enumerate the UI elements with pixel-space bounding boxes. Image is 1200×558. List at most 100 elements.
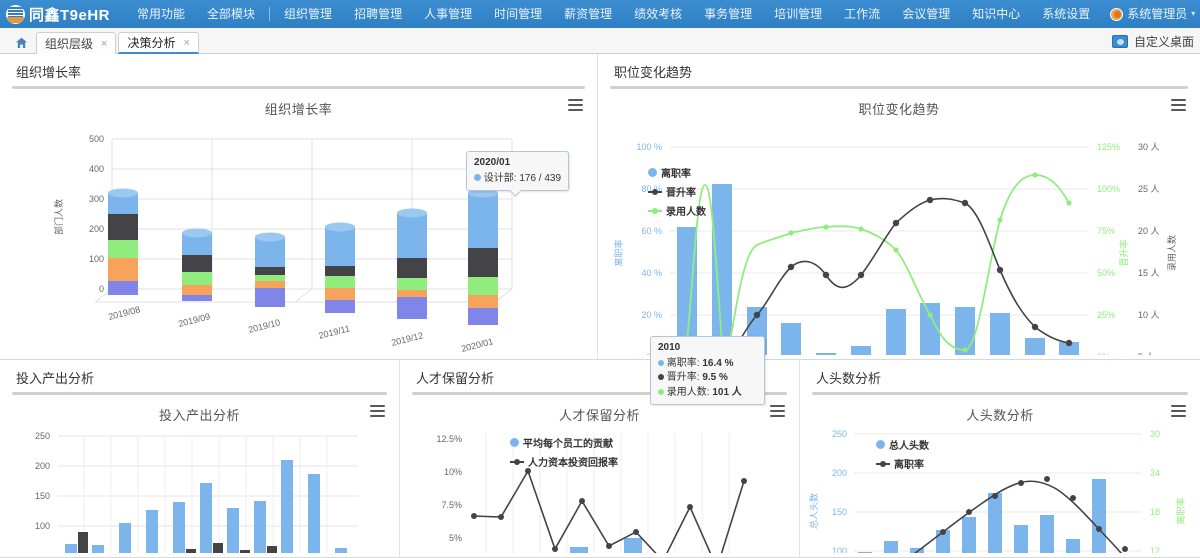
- line-hires: [686, 174, 1070, 355]
- line-turnover-rate: [913, 480, 1123, 553]
- chart-menu-icon[interactable]: [1171, 99, 1186, 111]
- chart-menu-icon[interactable]: [1171, 405, 1186, 417]
- svg-text:150: 150: [35, 491, 50, 501]
- tab-bar-actions: 自定义桌面: [1111, 33, 1194, 53]
- svg-text:2020/01: 2020/01: [460, 336, 494, 352]
- tab-decision-analysis[interactable]: 决策分析 ×: [118, 32, 199, 54]
- panel-divider: [812, 392, 1188, 395]
- legend-item-hires[interactable]: 录用人数: [648, 203, 706, 218]
- svg-text:10 人: 10 人: [1138, 310, 1160, 320]
- position-trend-plot: 100 % 80 % 60 % 40 % 20 % 0 % 离职率 125% 1…: [613, 142, 1177, 355]
- nav-item-all-modules[interactable]: 全部模块: [207, 7, 256, 21]
- svg-text:250: 250: [35, 431, 50, 441]
- chart-tooltip: 2010 离职率: 16.4 % 晋升率: 9.5 % 录用人数: 101 人: [650, 336, 765, 405]
- svg-text:24: 24: [1150, 468, 1160, 478]
- legend-label: 总人头数: [889, 441, 929, 452]
- legend-line-icon: [648, 187, 662, 196]
- chart-title: 投入产出分析: [158, 408, 240, 423]
- tab-label: 组织层级: [45, 37, 94, 51]
- chart-legend: 平均每个员工的贡献 人力资本投资回报率: [510, 435, 618, 469]
- chart-menu-icon[interactable]: [568, 99, 583, 111]
- legend-marker-icon: [876, 440, 885, 449]
- nav-item-system-settings[interactable]: 系统设置: [1042, 7, 1091, 21]
- nav-item-workflow[interactable]: 工作流: [844, 7, 881, 21]
- points-hires: [788, 172, 1072, 353]
- svg-text:50%: 50%: [1097, 268, 1115, 278]
- brand-name: 同鑫T9eHR: [29, 6, 111, 24]
- tooltip-text: 晋升率:: [666, 372, 703, 383]
- series-marker-icon: [658, 359, 664, 366]
- svg-text:2019/09: 2019/09: [177, 311, 211, 329]
- user-menu[interactable]: 系统管理员 ▾: [1101, 0, 1200, 28]
- panel-divider: [610, 86, 1188, 89]
- nav-item-performance[interactable]: 绩效考核: [634, 7, 683, 21]
- avatar-icon: [1110, 7, 1124, 21]
- customize-desktop-button[interactable]: 自定义桌面: [1133, 35, 1194, 49]
- chart-headcount: 人头数分析 250 200 150 100 总人头数: [800, 395, 1200, 553]
- close-icon[interactable]: ×: [183, 36, 190, 49]
- svg-text:200: 200: [35, 461, 50, 471]
- company-logo-icon: [6, 4, 25, 24]
- chart-menu-icon[interactable]: [370, 405, 385, 417]
- legend-label: 人力资本投资回报率: [528, 458, 618, 469]
- points-promotion-rate: [753, 196, 1073, 347]
- home-tab-button[interactable]: [6, 32, 36, 54]
- brand-logo[interactable]: 同鑫T9eHR: [6, 4, 110, 25]
- legend-line-icon: [648, 206, 662, 215]
- legend-item-total-headcount[interactable]: 总人头数: [876, 437, 929, 452]
- nav-item-affairs[interactable]: 事务管理: [704, 7, 753, 21]
- tab-org-hierarchy[interactable]: 组织层级 ×: [36, 32, 117, 54]
- tooltip-row: 晋升率: 9.5 %: [658, 371, 757, 386]
- legend-label: 离职率: [894, 460, 924, 471]
- svg-text:2019/11: 2019/11: [318, 323, 351, 340]
- tooltip-value: 16.4 %: [702, 357, 734, 369]
- bar-2019-08: [108, 188, 138, 295]
- panel-title: 人才保留分析: [416, 371, 495, 386]
- svg-text:12: 12: [1150, 546, 1160, 553]
- points-hr-roi: [471, 468, 747, 552]
- tooltip-text: 离职率:: [666, 357, 703, 369]
- svg-text:0%: 0%: [1097, 352, 1110, 355]
- legend-item-avg-contribution[interactable]: 平均每个员工的贡献: [510, 435, 613, 450]
- y-axis-title: 部门人数: [53, 199, 64, 235]
- input-output-plot: 250 200 150 100: [35, 431, 358, 553]
- panel-title: 人头数分析: [816, 371, 882, 386]
- svg-text:18: 18: [1150, 507, 1160, 517]
- legend-item-turnover[interactable]: 离职率: [876, 456, 924, 471]
- dashboard-row-bottom: 投入产出分析 投入产出分析: [0, 360, 1200, 558]
- panel-input-output: 投入产出分析 投入产出分析: [0, 360, 400, 558]
- tooltip-title: 2020/01: [474, 157, 511, 168]
- nav-item-recruitment[interactable]: 招聘管理: [354, 7, 403, 21]
- nav-item-common-functions[interactable]: 常用功能: [137, 7, 186, 21]
- nav-item-meeting[interactable]: 会议管理: [902, 7, 951, 21]
- svg-text:2019/12: 2019/12: [390, 330, 424, 348]
- legend-item-promotion[interactable]: 晋升率: [648, 184, 696, 199]
- nav-item-org-management[interactable]: 组织管理: [284, 7, 333, 21]
- user-name: 系统管理员: [1127, 7, 1188, 21]
- tooltip-row: 设计部: 176 / 439: [474, 172, 561, 187]
- svg-text:20 %: 20 %: [641, 310, 662, 320]
- nav-item-personnel[interactable]: 人事管理: [424, 7, 473, 21]
- legend-marker-icon: [510, 438, 519, 447]
- legend-line-icon: [876, 459, 890, 468]
- series-marker-icon: [658, 388, 664, 395]
- nav-item-time-management[interactable]: 时间管理: [494, 7, 543, 21]
- tab-label: 决策分析: [127, 36, 176, 50]
- panel-divider: [12, 392, 387, 395]
- points-turnover-rate: [940, 476, 1128, 552]
- nav-item-payroll[interactable]: 薪资管理: [564, 7, 613, 21]
- nav-separator: [269, 7, 271, 21]
- legend-label: 平均每个员工的贡献: [523, 439, 613, 450]
- legend-item-turnover[interactable]: 离职率: [648, 165, 691, 180]
- close-icon[interactable]: ×: [101, 37, 108, 50]
- tooltip-value: 101 人: [712, 386, 742, 398]
- nav-item-training[interactable]: 培训管理: [774, 7, 823, 21]
- svg-text:30: 30: [1150, 429, 1160, 439]
- columns-turnover-rate: [677, 184, 1079, 355]
- chart-legend: 离职率 晋升率 录用人数: [648, 165, 706, 218]
- svg-text:60 %: 60 %: [641, 226, 662, 236]
- nav-item-knowledge-center[interactable]: 知识中心: [972, 7, 1021, 21]
- legend-item-hr-roi[interactable]: 人力资本投资回报率: [510, 454, 618, 469]
- chart-menu-icon[interactable]: [770, 405, 785, 417]
- svg-text:2019/10: 2019/10: [247, 317, 281, 335]
